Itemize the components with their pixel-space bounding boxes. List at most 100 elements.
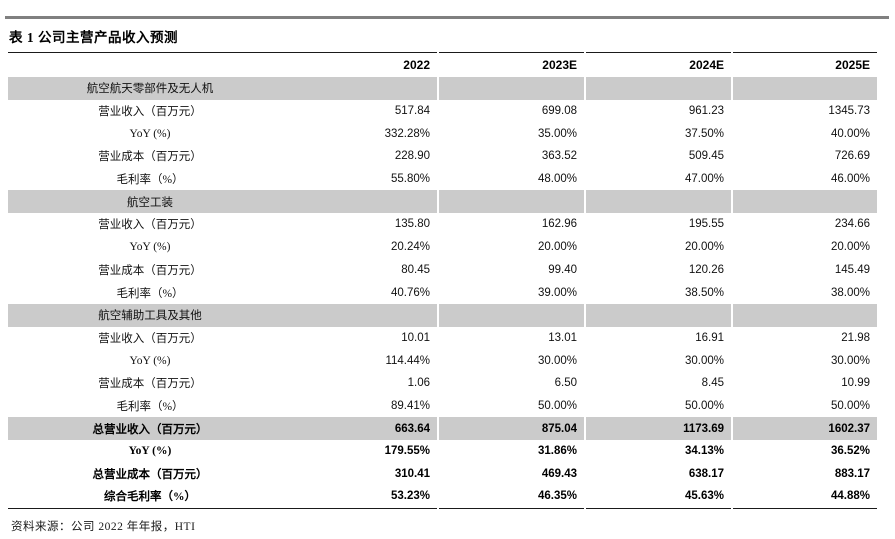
row-label: YoY (%) <box>129 241 171 254</box>
section-header-label: 航空航天零部件及无人机 <box>8 77 292 100</box>
cell-value: 1.06 <box>407 377 430 390</box>
cell-value: 55.80% <box>390 173 430 186</box>
cell-value: 961.23 <box>584 99 732 123</box>
cell-value: 36.52% <box>731 440 877 463</box>
table-row: 营业收入（百万元） 135.80 162.96 195.55 234.66 <box>8 213 877 236</box>
section-header-row: 航空工装 <box>8 190 877 214</box>
cell-value: 40.00% <box>731 122 877 146</box>
cell-value: 195.55 <box>584 213 732 236</box>
cell-value: 145.49 <box>731 258 877 282</box>
cell-value: 31.86% <box>437 440 585 463</box>
cell-value: 99.40 <box>437 258 585 282</box>
section-header-spacer <box>584 303 732 327</box>
table-row: 营业成本（百万元） 1.06 6.50 8.45 10.99 <box>8 371 877 395</box>
cell-value: 37.50% <box>584 122 732 146</box>
cell-value: 39.00% <box>437 281 585 304</box>
top-divider-rule <box>5 16 889 19</box>
cell-value: 699.08 <box>437 99 585 123</box>
column-header-row: 2022 2023E 2024E 2025E <box>8 52 877 77</box>
cell-value: 10.99 <box>731 371 877 395</box>
cell-value: 48.00% <box>437 167 585 191</box>
cell-value: 332.28% <box>384 127 430 140</box>
cell-value: 89.41% <box>390 399 430 412</box>
section-header-label: 航空工装 <box>8 190 292 214</box>
cell-value: 883.17 <box>731 462 877 486</box>
column-header-empty <box>8 52 292 77</box>
row-label: YoY (%) <box>129 354 171 367</box>
section-header-spacer <box>292 77 438 100</box>
cell-value: 20.24% <box>390 241 430 254</box>
report-table-page: 表 1 公司主营产品收入预测 2022 2023E 2024E 2025E 航空… <box>0 16 895 539</box>
row-label: YoY (%) <box>129 127 171 140</box>
row-label: 营业成本（百万元） <box>98 151 202 164</box>
cell-value: 10.01 <box>401 331 430 344</box>
cell-value: 53.23% <box>390 490 430 503</box>
cell-value: 40.76% <box>390 286 430 299</box>
cell-value: 6.50 <box>437 371 585 395</box>
row-label: 营业收入（百万元） <box>98 106 202 119</box>
source-note: 资料来源：公司 2022 年年报，HTI <box>11 520 196 533</box>
row-label: 总营业成本（百万元） <box>92 469 208 482</box>
section-header-spacer <box>437 77 585 100</box>
row-label: YoY (%) <box>128 445 172 458</box>
section-header-spacer <box>731 303 877 327</box>
cell-value: 50.00% <box>584 394 732 418</box>
total-cost-row: 总营业成本（百万元） 310.41 469.43 638.17 883.17 <box>8 462 877 486</box>
cell-value: 469.43 <box>437 462 585 486</box>
row-label: 毛利率（%） <box>116 174 184 187</box>
table-row: 营业收入（百万元） 10.01 13.01 16.91 21.98 <box>8 326 877 350</box>
cell-value: 50.00% <box>731 394 877 418</box>
cell-value: 1345.73 <box>731 99 877 123</box>
cell-value: 50.00% <box>437 394 585 418</box>
row-label: 营业收入（百万元） <box>98 219 202 232</box>
cell-value: 234.66 <box>731 213 877 236</box>
cell-value: 228.90 <box>394 150 430 163</box>
cell-value: 509.45 <box>584 145 732 168</box>
cell-value: 875.04 <box>437 417 585 440</box>
cell-value: 13.01 <box>437 326 585 350</box>
row-label: 综合毛利率（%） <box>104 491 196 504</box>
section-header-label: 航空辅助工具及其他 <box>8 303 292 327</box>
cell-value: 44.88% <box>731 485 877 509</box>
cell-value: 162.96 <box>437 213 585 236</box>
cell-value: 8.45 <box>584 371 732 395</box>
cell-value: 20.00% <box>437 235 585 259</box>
cell-value: 1173.69 <box>584 417 732 440</box>
cell-value: 21.98 <box>731 326 877 350</box>
cell-value: 30.00% <box>437 349 585 372</box>
column-header-2025e: 2025E <box>731 52 877 77</box>
cell-value: 363.52 <box>437 145 585 168</box>
section-header-spacer <box>437 303 585 327</box>
cell-value: 46.35% <box>437 485 585 509</box>
table-row: 毛利率（%） 89.41% 50.00% 50.00% 50.00% <box>8 394 877 418</box>
column-header-2022: 2022 <box>403 57 430 72</box>
column-header-2024e: 2024E <box>584 52 732 77</box>
cell-value: 20.00% <box>584 235 732 259</box>
cell-value: 47.00% <box>584 167 732 191</box>
cell-value: 38.50% <box>584 281 732 304</box>
table-row: 营业成本（百万元） 228.90 363.52 509.45 726.69 <box>8 145 877 168</box>
cell-value: 120.26 <box>584 258 732 282</box>
cell-value: 310.41 <box>394 468 430 481</box>
table-row: 营业收入（百万元） 517.84 699.08 961.23 1345.73 <box>8 99 877 123</box>
section-header-spacer <box>584 190 732 214</box>
table-row: YoY (%) 20.24% 20.00% 20.00% 20.00% <box>8 235 877 259</box>
cell-value: 30.00% <box>731 349 877 372</box>
column-header-2023e: 2023E <box>437 52 585 77</box>
cell-value: 179.55% <box>384 445 430 458</box>
cell-value: 34.13% <box>584 440 732 463</box>
table-title: 表 1 公司主营产品收入预测 <box>9 29 178 45</box>
cell-value: 135.80 <box>394 218 430 231</box>
section-header-spacer <box>584 77 732 100</box>
section-header-spacer <box>292 190 438 214</box>
row-label: 营业成本（百万元） <box>98 264 202 277</box>
cell-value: 80.45 <box>401 263 430 276</box>
table-row: YoY (%) 332.28% 35.00% 37.50% 40.00% <box>8 122 877 146</box>
row-label: 营业成本（百万元） <box>98 378 202 391</box>
table-row: 毛利率（%） 40.76% 39.00% 38.50% 38.00% <box>8 281 877 304</box>
table-row: 毛利率（%） 55.80% 48.00% 47.00% 46.00% <box>8 167 877 191</box>
section-header-spacer <box>437 190 585 214</box>
revenue-forecast-table: 2022 2023E 2024E 2025E 航空航天零部件及无人机 营业收入（… <box>8 51 877 509</box>
cell-value: 517.84 <box>394 105 430 118</box>
cell-value: 46.00% <box>731 167 877 191</box>
